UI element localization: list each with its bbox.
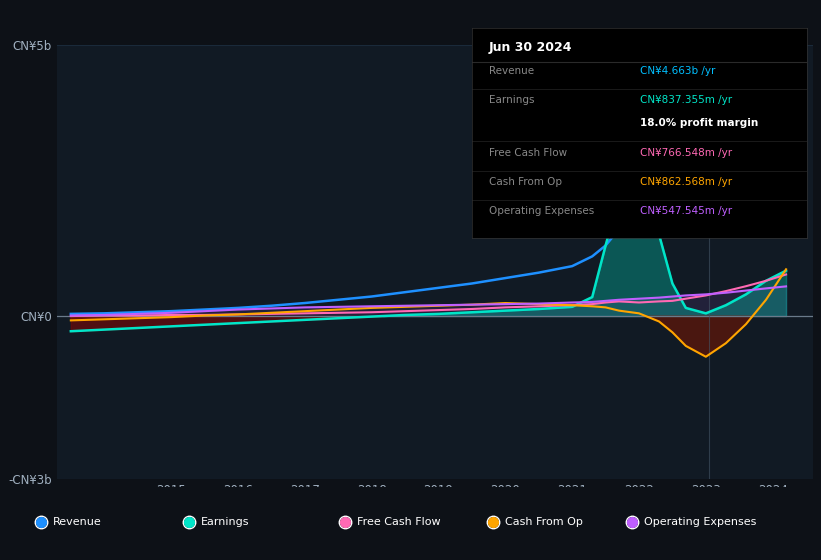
Text: CN¥837.355m /yr: CN¥837.355m /yr xyxy=(640,95,732,105)
Text: Free Cash Flow: Free Cash Flow xyxy=(357,517,441,527)
Text: CN¥862.568m /yr: CN¥862.568m /yr xyxy=(640,177,732,187)
Text: Earnings: Earnings xyxy=(201,517,250,527)
Text: Free Cash Flow: Free Cash Flow xyxy=(488,148,567,158)
Text: Cash From Op: Cash From Op xyxy=(505,517,583,527)
Text: Operating Expenses: Operating Expenses xyxy=(644,517,757,527)
Text: Operating Expenses: Operating Expenses xyxy=(488,207,594,217)
Text: Cash From Op: Cash From Op xyxy=(488,177,562,187)
Text: Revenue: Revenue xyxy=(53,517,102,527)
Text: CN¥547.545m /yr: CN¥547.545m /yr xyxy=(640,207,732,217)
Text: Revenue: Revenue xyxy=(488,66,534,76)
Text: Earnings: Earnings xyxy=(488,95,534,105)
Text: CN¥4.663b /yr: CN¥4.663b /yr xyxy=(640,66,715,76)
Text: Jun 30 2024: Jun 30 2024 xyxy=(488,41,572,54)
Text: CN¥766.548m /yr: CN¥766.548m /yr xyxy=(640,148,732,158)
Text: 18.0% profit margin: 18.0% profit margin xyxy=(640,118,758,128)
